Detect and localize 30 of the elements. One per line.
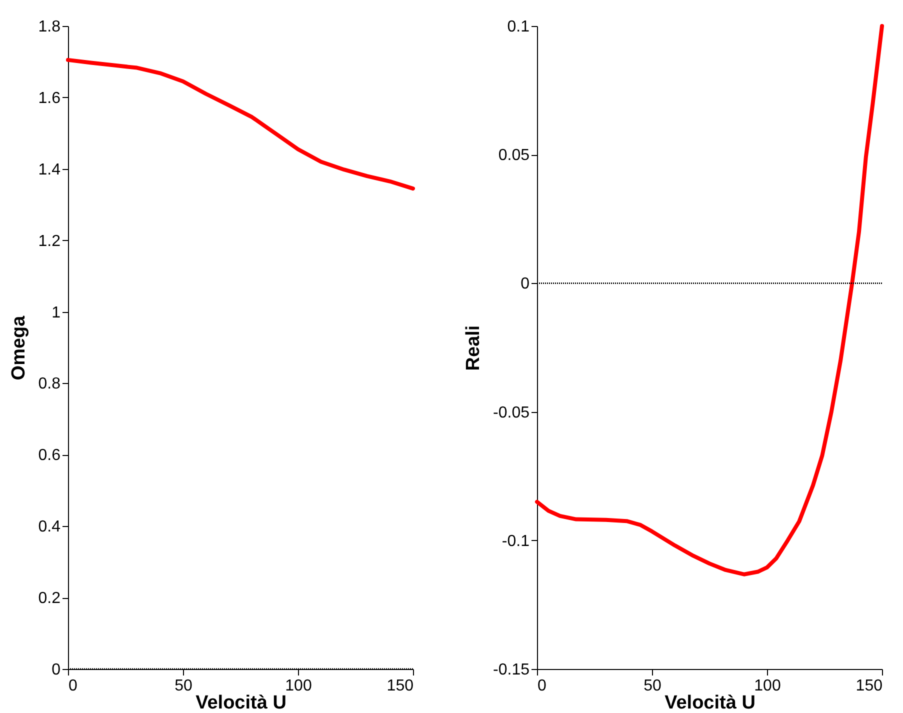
- y-tick-label: 0.8: [38, 376, 61, 393]
- y-tick-label: 1.4: [38, 161, 61, 178]
- x-axis-title: Velocità U: [196, 692, 286, 713]
- y-tick-label: 1.6: [38, 90, 61, 107]
- y-tick-label: 0.6: [38, 447, 61, 464]
- y-tick-label: 0.1: [507, 18, 530, 36]
- x-tick-label: 150: [856, 678, 883, 694]
- y-axis-title: Omega: [8, 315, 30, 380]
- y-tick-label: -0.05: [493, 404, 530, 422]
- y-tick-label: -0.1: [502, 532, 530, 550]
- x-tick-label: 50: [174, 678, 192, 694]
- y-tick-label: 1.8: [38, 18, 61, 36]
- y-tick-label: -0.15: [493, 662, 530, 678]
- x-axis-title: Velocità U: [664, 692, 756, 713]
- x-tick-label: 100: [285, 678, 312, 694]
- x-tick-label: 100: [754, 678, 781, 694]
- y-tick-label: 0.4: [38, 518, 61, 536]
- y-tick-label: 1: [52, 304, 61, 322]
- x-tick-label: 150: [386, 678, 414, 694]
- y-tick-label: 0: [520, 276, 530, 293]
- line-series: [66, 58, 415, 191]
- x-tick-label: 0: [68, 678, 78, 694]
- y-tick-label: 1.2: [38, 232, 61, 250]
- y-axis-title: Reali: [463, 325, 484, 371]
- y-tick-label: 0: [52, 662, 61, 678]
- x-tick-label: 50: [644, 678, 662, 694]
- x-tick-label: 0: [538, 678, 546, 694]
- y-tick-label: 0.2: [38, 590, 61, 608]
- line-series: [535, 24, 884, 576]
- y-tick-label: 0.05: [498, 147, 530, 164]
